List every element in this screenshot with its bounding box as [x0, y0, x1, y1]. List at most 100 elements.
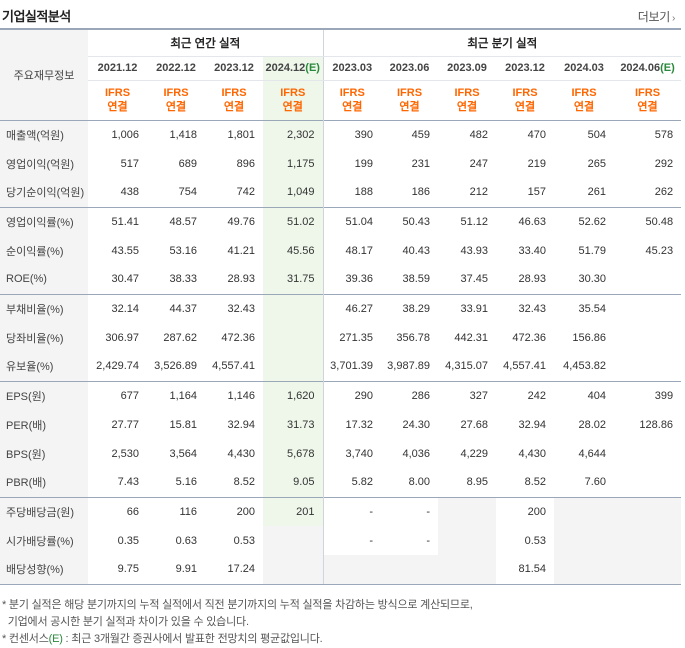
row-label: PBR(배): [0, 468, 88, 497]
consolidated-text: 연결: [223, 101, 245, 113]
table-cell: 186: [411, 186, 430, 199]
table-cell: 45.56: [263, 236, 323, 265]
table-cell: 200: [496, 496, 554, 526]
table-row: 영업이익(억원) 517 689 896 1,175 199 231 247 219 265 292: [0, 149, 681, 178]
table-cell: 33.40: [518, 244, 546, 257]
table-cell: 219: [527, 157, 546, 170]
period-label: 2021.12: [97, 62, 138, 74]
ifrs-text: IFRS: [571, 87, 597, 99]
table-cell: 4,644: [578, 447, 606, 460]
table-cell: 201: [263, 496, 323, 526]
table-cell: 459: [381, 119, 438, 149]
footnote-3-text: : 최근 3개월간 증권사에서 발표한 전망치의 평균값입니다.: [62, 633, 323, 645]
table-cell: 28.93: [518, 273, 546, 286]
financial-summary-table: 주요재무정보 최근 연간 실적 최근 분기 실적 2021.12 2022.12 2…: [0, 28, 682, 585]
table-cell: 1,620: [263, 380, 323, 410]
consolidated-text: 연결: [456, 101, 478, 113]
table-cell: 156.86: [572, 331, 606, 344]
table-cell: [614, 496, 682, 526]
consolidated-text: 연결: [282, 101, 303, 113]
table-cell: 754: [178, 186, 197, 199]
table-cell: -: [381, 496, 438, 526]
table-cell: 52.62: [554, 206, 614, 236]
consolidated-text: 연결: [573, 101, 595, 113]
table-row: EPS(원) 677 1,164 1,146 1,620 290 286 327 242 404 3…: [0, 380, 682, 410]
table-cell: [263, 526, 323, 555]
table-cell: 5.16: [175, 476, 197, 489]
period-header-quarter-3: 2023.12: [496, 56, 554, 81]
table-cell: 2,302: [263, 119, 323, 149]
table-cell: 66: [88, 496, 147, 526]
table-cell: 200: [205, 496, 263, 526]
table-cell: 504: [554, 119, 614, 149]
consolidated-text: 연결: [107, 101, 128, 113]
estimate-mark: (E): [305, 62, 320, 74]
table-cell: 7.43: [117, 476, 139, 489]
table-row: PBR(배) 7.43 5.16 8.52 9.05 5.82 8.00 8.95 8.52 7.…: [0, 468, 681, 497]
footnotes: * 분기 실적은 해당 분기까지의 누적 실적에서 직전 분기까지의 누적 실적…: [2, 597, 682, 648]
row-label: EPS(원): [0, 380, 88, 410]
ifrs-text: IFRS: [163, 87, 189, 99]
table-cell: -: [322, 526, 381, 555]
table-cell: 212: [469, 186, 488, 199]
table-cell: 32.94: [227, 418, 255, 431]
table-cell: 46.63: [496, 206, 554, 236]
table-cell: 677: [88, 380, 147, 410]
table-cell: 48.17: [322, 236, 381, 265]
table-cell: 261: [587, 186, 606, 199]
table-cell: [614, 468, 681, 497]
table-cell: 286: [381, 380, 438, 410]
ifrs-text: IFRS: [280, 87, 306, 99]
table-cell: 38.59: [402, 273, 430, 286]
table-cell: 50.48: [614, 206, 682, 236]
table-cell: 199: [322, 149, 381, 178]
ifrs-text: IFRS: [104, 87, 131, 99]
table-cell: 33.91: [438, 293, 496, 323]
table-cell: 53.16: [169, 244, 197, 257]
table-row: 순이익률(%) 43.55 53.16 41.21 45.56 48.17 40.43 43.…: [0, 236, 681, 265]
table-cell: 1,418: [147, 119, 205, 149]
table-row: 배당성향(%) 9.75 9.91 17.24 81.54: [0, 555, 682, 585]
table-cell: 30.47: [111, 273, 139, 286]
table-cell: 43.93: [460, 244, 488, 257]
ifrs-label-7: IFRS 연결: [496, 80, 554, 120]
table-cell: 9.05: [263, 468, 323, 497]
ifrs-text: IFRS: [396, 87, 423, 99]
table-cell: 35.54: [554, 293, 614, 323]
footnote-3: * 컨센서스(E) : 최근 3개월간 증권사에서 발표한 전망치의 평균값입니…: [2, 631, 682, 648]
table-cell: 5,678: [263, 439, 323, 468]
table-cell: 116: [147, 496, 205, 526]
table-row: BPS(원) 2,530 3,564 4,430 5,678 3,740 4,036 4,22…: [0, 439, 681, 468]
table-cell: 271.35: [322, 323, 381, 352]
estimate-mark: (E): [660, 62, 675, 74]
table-cell: 4,557.41: [503, 360, 546, 373]
table-cell: 32.14: [88, 293, 147, 323]
table-cell: 262: [654, 186, 674, 199]
table-cell: [554, 526, 614, 555]
row-label: 유보율(%): [0, 352, 88, 381]
row-label: BPS(원): [0, 439, 88, 468]
footnote-2: 기업에서 공시한 분기 실적과 차이가 있을 수 있습니다.: [2, 616, 249, 628]
more-link[interactable]: 더보기 ›: [637, 8, 676, 25]
consolidated-text: 연결: [165, 101, 187, 113]
table-cell: [322, 555, 381, 585]
table-cell: 404: [554, 380, 614, 410]
table-cell: 290: [322, 380, 381, 410]
consolidated-text: 연결: [399, 101, 420, 113]
table-cell: 292: [654, 157, 674, 170]
table-cell: 188: [322, 178, 381, 207]
more-label: 더보기: [637, 10, 671, 24]
table-cell: 4,430: [227, 447, 255, 460]
period-header-annual-2: 2023.12: [205, 56, 263, 81]
table-cell: 0.53: [233, 534, 255, 547]
row-label: 부채비율(%): [0, 293, 88, 323]
table-cell: 3,740: [322, 439, 381, 468]
table-cell: 482: [438, 119, 496, 149]
table-cell: 8.52: [524, 476, 546, 489]
annual-group-header: 최근 연간 실적: [88, 28, 323, 57]
table-cell: 46.27: [322, 293, 381, 323]
ifrs-label-4: IFRS 연결: [322, 80, 381, 120]
table-cell: 38.29: [381, 293, 438, 323]
table-cell: 27.77: [111, 418, 139, 431]
table-row: 당좌비율(%) 306.97 287.62 472.36 271.35 356.78 442…: [0, 323, 681, 352]
